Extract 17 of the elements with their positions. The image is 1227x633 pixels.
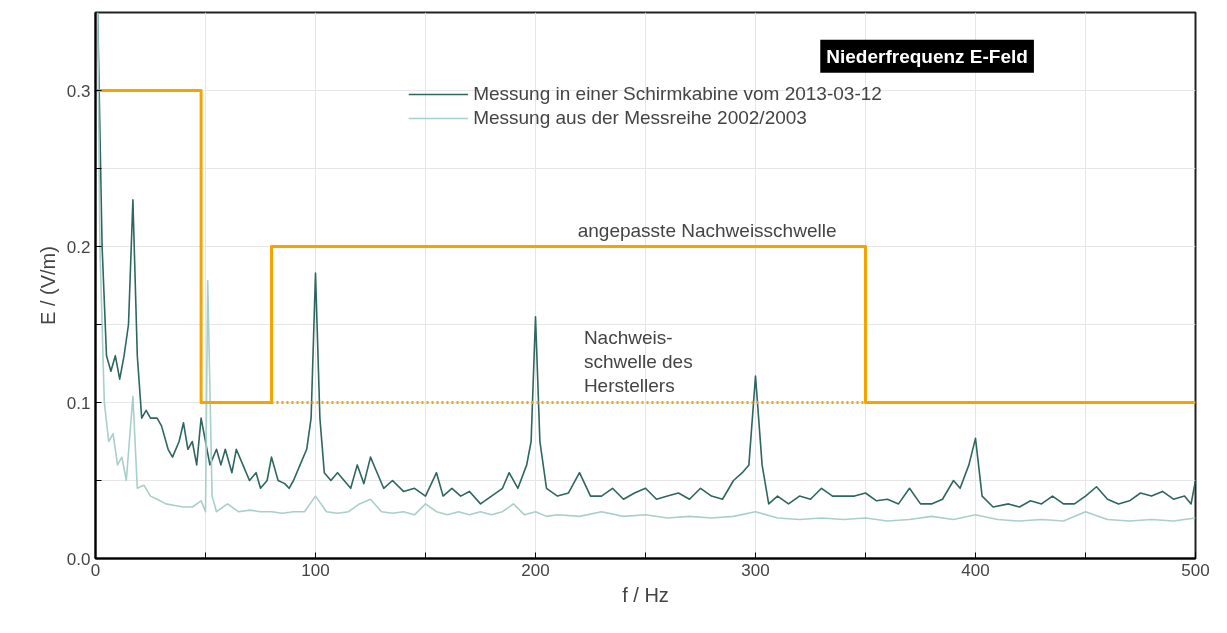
- y-tick-label: 0.0: [66, 549, 91, 569]
- y-axis-title: E / (V/m): [36, 246, 59, 325]
- annotation: angepasste Nachweisschwelle: [577, 219, 837, 241]
- x-tick-label: 300: [741, 560, 770, 580]
- y-tick-label: 0.1: [66, 393, 91, 413]
- x-axis-title: f / Hz: [622, 583, 669, 606]
- x-tick-label: 100: [301, 560, 330, 580]
- y-tick-label: 0.3: [66, 81, 91, 101]
- legend-label: Messung in einer Schirmkabine vom 2013-03-12: [473, 82, 882, 106]
- legend-label: Messung aus der Messreihe 2002/2003: [473, 106, 807, 130]
- x-tick-label: 200: [521, 560, 550, 580]
- annotation: Nachweis- schwelle des Herstellers: [583, 327, 693, 397]
- text: Niederfrequenz E-Feld: [826, 45, 1028, 67]
- x-tick-label: 400: [961, 560, 990, 580]
- x-tick-label: 0: [90, 560, 101, 580]
- y-tick-label: 0.2: [66, 237, 91, 257]
- x-tick-label: 500: [1181, 560, 1210, 580]
